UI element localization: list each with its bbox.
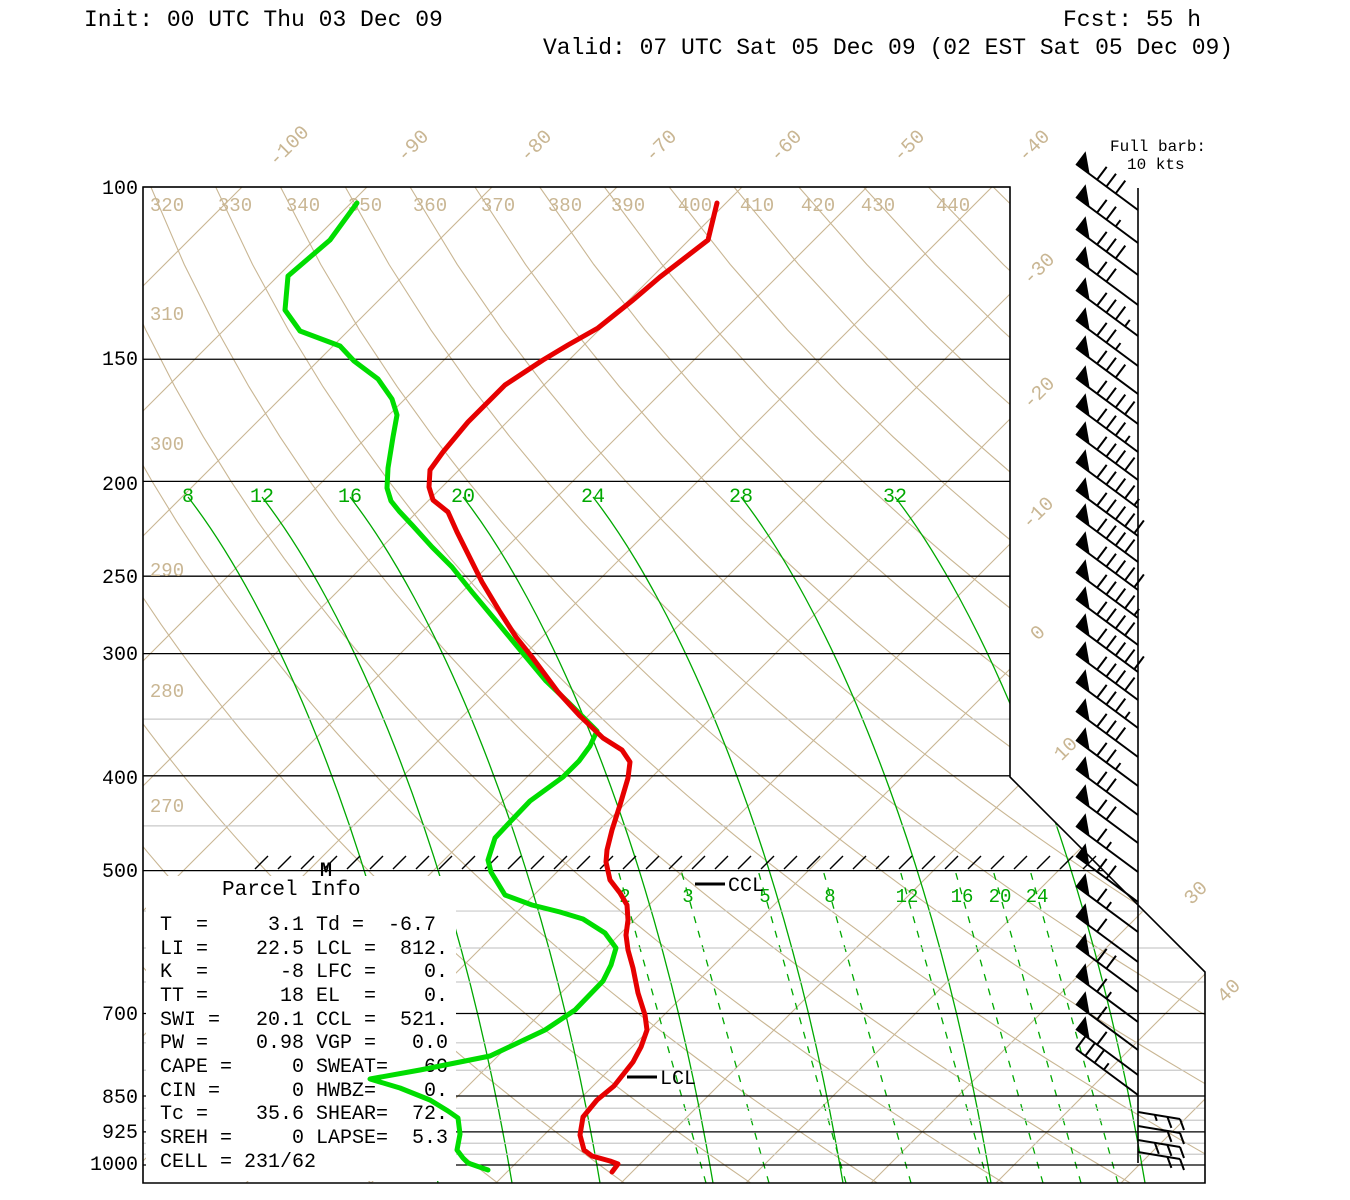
mixing-ratio-label: 20 — [989, 886, 1012, 908]
pressure-tick-label: 200 — [102, 474, 138, 497]
mixing-ratio-label: 8 — [824, 886, 835, 908]
dry-adiabat-label: 390 — [611, 195, 645, 217]
dry-adiabat-label: 340 — [286, 195, 320, 217]
dry-adiabat-label: 270 — [150, 796, 184, 818]
dry-adiabat-label: 330 — [218, 195, 252, 217]
dry-adiabat-label: 380 — [548, 195, 582, 217]
dry-adiabat-label: 350 — [348, 195, 382, 217]
dry-adiabat-label: 370 — [481, 195, 515, 217]
barb-legend-line2: 10 kts — [1127, 156, 1185, 174]
parcel-line: SREH = 0 LAPSE= 5.3 — [160, 1127, 448, 1150]
dry-adiabat-label: 420 — [801, 195, 835, 217]
dry-adiabat-label: 440 — [936, 195, 970, 217]
lcl-label: LCL — [660, 1068, 696, 1091]
level-markers: CCL LCL M — [320, 860, 764, 1091]
isotherm-label: -100 — [265, 122, 315, 172]
init-time-label: Init: 00 UTC Thu 03 Dec 09 — [84, 7, 443, 33]
dry-adiabat-label: 290 — [150, 560, 184, 582]
mixing-ratio-label: 5 — [759, 886, 770, 908]
dry-adiabat-label: 310 — [150, 304, 184, 326]
dry-adiabat-label: 320 — [150, 195, 184, 217]
mixing-ratio-label: 24 — [1026, 886, 1049, 908]
dry-adiabat-label: 430 — [861, 195, 895, 217]
isotherm-label: -40 — [1014, 126, 1056, 168]
wind-barb-column — [1075, 151, 1185, 1171]
pressure-tick-label: 150 — [102, 349, 138, 372]
pressure-tick-label: 500 — [102, 861, 138, 884]
temperature-trace — [426, 200, 720, 1175]
plot-boundary — [142, 186, 1206, 1184]
barb-legend: Full barb: 10 kts — [1110, 138, 1206, 174]
pressure-tick-label: 700 — [102, 1004, 138, 1027]
parcel-line: T = 3.1 Td = -6.7 — [160, 914, 436, 937]
dry-adiabat-label: 360 — [413, 195, 447, 217]
parcel-line: Tc = 35.6 SHEAR= 72. — [160, 1103, 448, 1126]
parcel-line: PW = 0.98 VGP = 0.0 — [160, 1032, 448, 1055]
isotherm-label: -60 — [766, 126, 808, 168]
pressure-tick-label: 250 — [102, 567, 138, 590]
forecast-hour-label: Fcst: 55 h — [1063, 7, 1201, 33]
pressure-tick-label: 925 — [102, 1122, 138, 1145]
barb-legend-line1: Full barb: — [1110, 138, 1206, 156]
mixing-ratio-label: 12 — [896, 886, 919, 908]
dewpoint-trace — [282, 200, 619, 1173]
pressure-tick-label: 100 — [102, 178, 138, 201]
isotherm-label: -80 — [516, 126, 558, 168]
parcel-line: K = -8 LFC = 0. — [160, 961, 448, 984]
pressure-tick-label: 400 — [102, 768, 138, 791]
m-marker: M — [320, 860, 332, 883]
parcel-line: TT = 18 EL = 0. — [160, 985, 448, 1008]
isotherm-label: -30 — [1019, 249, 1061, 291]
moist-adiabat-label: 24 — [581, 486, 605, 509]
dry-adiabat-label: 280 — [150, 681, 184, 703]
parcel-line: CELL = 231/62 — [160, 1151, 316, 1174]
isotherm-label: -20 — [1019, 373, 1061, 415]
isotherm-label: -10 — [1018, 493, 1060, 535]
parcel-line: SWI = 20.1 CCL = 521. — [160, 1009, 448, 1032]
moist-adiabat-label: 28 — [729, 486, 753, 509]
dry-adiabat-label: 300 — [150, 434, 184, 456]
parcel-info-title: Parcel Info — [222, 879, 361, 902]
500mb-hatch-marks — [254, 855, 1097, 870]
isotherm-label: 0 — [1026, 621, 1051, 646]
valid-time-label: Valid: 07 UTC Sat 05 Dec 09 (02 EST Sat … — [543, 35, 1233, 61]
moist-adiabat-label: 16 — [338, 486, 362, 509]
mixing-ratio-label: 3 — [682, 886, 693, 908]
mixing-ratio-label: 16 — [951, 886, 974, 908]
pressure-tick-label: 300 — [102, 644, 138, 667]
dry-adiabat-label: 400 — [678, 195, 712, 217]
isotherm-label: -70 — [641, 126, 683, 168]
pressure-tick-label: 1000 — [90, 1154, 138, 1177]
header: Init: 00 UTC Thu 03 Dec 09 Fcst: 55 h Va… — [84, 7, 1233, 61]
moist-adiabat-label: 20 — [451, 486, 475, 509]
parcel-info-block: Parcel Info T = 3.1 Td = -6.7 LI = 22.5 … — [160, 879, 448, 1174]
moist-adiabat-label: 32 — [883, 486, 907, 509]
parcel-line: CAPE = 0 SWEAT= 60 — [160, 1056, 448, 1079]
ccl-label: CCL — [728, 875, 764, 898]
pressure-grid-lines — [143, 186, 1205, 1166]
dry-adiabat-label: 410 — [740, 195, 774, 217]
parcel-info-panel — [146, 876, 456, 1181]
parcel-line: LI = 22.5 LCL = 812. — [160, 938, 448, 961]
isotherm-label: 30 — [1180, 877, 1213, 910]
isotherm-label: -90 — [393, 126, 435, 168]
isotherm-label: -50 — [889, 126, 931, 168]
pressure-tick-label: 850 — [102, 1087, 138, 1110]
isotherm-label: 40 — [1213, 975, 1246, 1008]
moist-adiabat-label: 8 — [182, 486, 194, 509]
parcel-line: CIN = 0 HWBZ= 0. — [160, 1080, 448, 1103]
moist-adiabat-label: 12 — [250, 486, 274, 509]
